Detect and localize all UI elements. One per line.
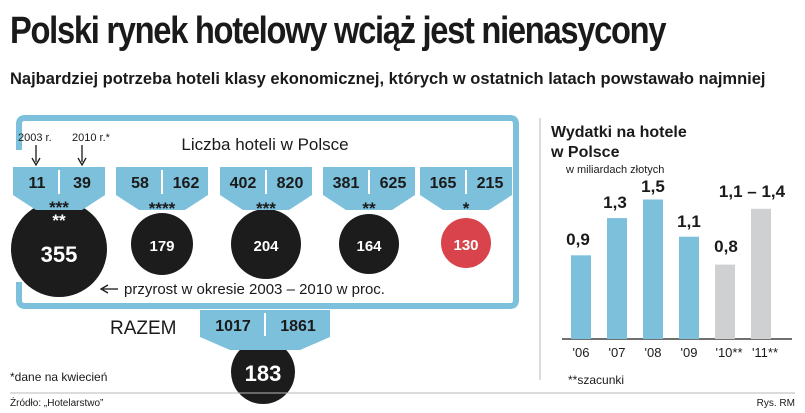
growth-bubble [339,214,399,274]
bar-4 [715,264,735,339]
total-growth-bubble [231,340,295,404]
category-2-stars: 381 625 ** 164 [323,167,415,274]
bar-chart-subtitle: w miliardach złotych [565,164,664,176]
category-label-3: '09 [681,345,698,360]
total-count-2003: 1017 [215,318,251,335]
growth-value: 179 [149,238,174,255]
year-label-2003: 2003 r. [18,132,52,144]
data-label-0: 0,9 [566,230,590,249]
stars-label: * [463,199,470,218]
data-label-1: 1,3 [603,193,627,212]
data-label-5: 1,1 – 1,4 [719,182,786,201]
count-2003: 381 [333,175,360,192]
total-count-2010: 1861 [280,318,316,335]
stars-label-top: *** [49,198,69,217]
growth-note: przyrost w okresie 2003 – 2010 w proc. [124,281,385,298]
count-2010: 162 [173,175,200,192]
count-2010: 820 [277,175,304,192]
hotels-heading: Liczba hoteli w Polsce [181,135,348,154]
count-2003: 165 [430,175,457,192]
hotels-frame [16,115,519,309]
total-group: 1017 1861 183 [200,310,330,404]
growth-value: 355 [41,242,78,267]
bar-5 [751,208,771,339]
category-4-stars: 58 162 **** 179 [116,167,208,275]
category-label-5: '11** [752,345,778,360]
source-text: Źródło: „Hotelarstwo” [10,396,103,409]
stars-label: **** [149,199,176,218]
data-label-2: 1,5 [641,177,665,196]
category-5-stars: 11 39 *** ** 355 [11,167,107,297]
count-2003: 402 [230,175,257,192]
year-label-2010: 2010 r.* [72,132,111,144]
category-label-0: '06 [573,345,590,360]
page-title: Polski rynek hotelowy wciąż jest nienasy… [10,10,667,52]
growth-bubble [441,218,491,268]
stars-label: *** [256,199,276,218]
category-label-4: '10** [715,345,742,360]
bar-3 [679,236,699,339]
total-growth-value: 183 [245,361,282,386]
growth-value: 130 [453,237,478,254]
count-2010: 625 [380,175,407,192]
data-label-3: 1,1 [677,212,701,231]
bars-layer: '06 '07 '08 '09 '10** '11** 0,9 1,3 1,5 1,1 0,8 1,1… [566,177,785,360]
count-2010: 39 [73,175,91,192]
count-2003: 58 [131,175,149,192]
count-2003: 11 [29,175,46,192]
category-label-2: '08 [645,345,662,360]
growth-bubble [11,201,107,297]
year-arrow-2003 [31,145,41,167]
bar-2 [643,199,663,339]
stars-label: ** [362,199,376,218]
count-2010: 215 [477,175,504,192]
bar-chart-title-line1: Wydatki na hotele [551,124,687,141]
growth-value: 204 [253,238,279,255]
growth-note-arrow [99,284,118,294]
page-subtitle: Najbardziej potrzeba hoteli klasy ekonom… [10,70,766,88]
bar-1 [607,218,627,339]
credit-text: Rys. RM [757,398,795,409]
stars-label-bottom: ** [52,211,66,230]
category-label-1: '07 [609,345,626,360]
year-arrow-2010 [77,145,87,167]
bar-0 [571,255,591,339]
footnote-april: *dane na kwiecień [10,370,107,384]
growth-value: 164 [356,238,382,255]
category-3-stars: 402 820 *** 204 [220,167,312,279]
bar-chart-footnote: **szacunki [568,373,624,387]
bar-chart-title-line2: w Polsce [550,144,620,161]
growth-bubble [231,209,301,279]
data-label-4: 0,8 [714,237,738,256]
category-1-star: 165 215 * 130 [420,167,512,268]
total-label: RAZEM [110,318,177,339]
growth-bubble [131,213,193,275]
